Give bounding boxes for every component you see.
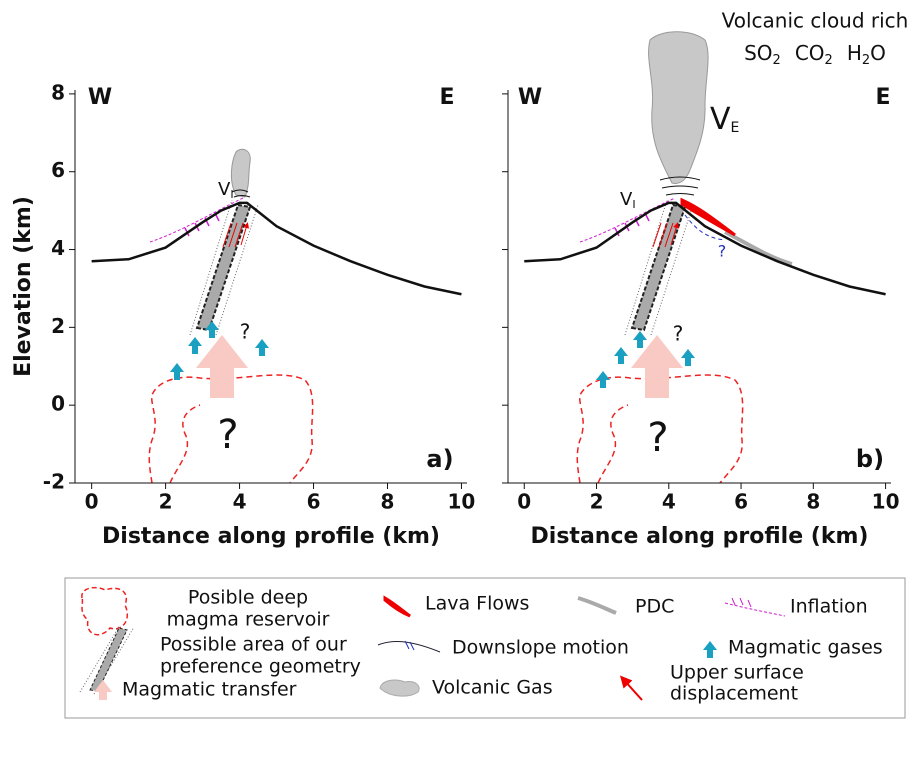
legend-symbol [577,596,617,615]
vent-label: VI [218,179,234,201]
x-tick-label: 4 [233,490,247,514]
panel-a-decor [148,148,314,484]
legend-symbol [404,640,415,651]
conduit-bound [624,199,668,336]
legend-symbol [379,679,420,697]
legend-text: Upper surface [670,662,804,684]
profile-line [91,201,462,296]
inflation [579,197,676,243]
y-tick-label: 0 [51,392,65,416]
legend-text: PDC [635,596,674,618]
legend-text: Magmatic gases [728,637,883,659]
legend-symbol [93,626,135,695]
magmatic-gas [596,371,610,388]
legend-symbol [383,595,411,618]
legend-box [64,577,906,719]
x-tick-label: 10 [448,490,476,514]
east-label: E [875,85,890,110]
x-tick-label: 10 [872,490,900,514]
unknown: ? [240,320,251,344]
x-tick-label: 0 [517,490,531,514]
y-tick-label: 6 [51,158,65,182]
x-tick-label: 8 [806,490,820,514]
cracks [659,176,701,196]
east-label: E [439,85,454,110]
panel-label: a) [426,445,453,473]
x-axis-label: Distance along profile (km) [102,524,440,549]
legend-symbol [619,675,643,701]
legend-symbol [731,597,752,608]
plume-label: VE [710,102,739,137]
lava-flow [680,197,736,237]
profile-line [524,201,886,296]
surface-displacement [222,223,247,248]
y-tick-label: 4 [51,236,65,260]
legend-symbol [94,680,112,700]
x-tick-label: 2 [159,490,173,514]
panel-b-decor [576,31,793,484]
legend-symbol [81,586,129,636]
x-tick-label: 8 [381,490,395,514]
reservoir [169,404,201,484]
legend-text: Magmatic transfer [122,679,297,701]
reservoir [597,404,629,484]
legend-text: Lava Flows [425,593,529,615]
magmatic-gas [681,349,695,366]
y-tick-label: 2 [51,314,65,338]
legend: Posible deep magma reservoir Lava Flows … [64,577,906,719]
reservoir [576,374,744,484]
x-tick-label: 2 [590,490,604,514]
x-tick-label: 6 [734,490,748,514]
cloud-gases: SO2 CO2 H2O [744,41,886,68]
legend-text: preference geometry [160,656,361,678]
conduit-bound [189,199,233,336]
inflation [149,197,244,243]
unknown: ? [673,322,684,346]
gas-plume [648,31,709,184]
magmatic-transfer [196,335,248,398]
cracks [231,189,251,198]
legend-text: Inflation [790,596,868,618]
cloud-title: Volcanic cloud rich [722,9,909,33]
legend-text: Possible area of our [160,634,347,656]
unknown: ? [718,242,727,261]
legend-text: displacement [670,683,798,705]
magmatic-gas [614,347,628,364]
gas-plume [230,148,251,198]
legend-symbol [79,624,121,693]
legend-text: magma reservoir [167,609,330,631]
legend-text: Volcanic Gas [432,677,553,699]
panel-label: b) [856,445,884,473]
magmatic-gas [255,339,269,356]
downslope [684,214,726,241]
y-tick-label: -2 [43,470,65,494]
west-label: W [518,85,542,110]
magmatic-gas [188,337,202,354]
unknown: ? [217,412,238,458]
x-tick-label: 6 [307,490,321,514]
surface-displacement [652,223,677,248]
vent-label: VI [620,189,636,211]
west-label: W [88,85,112,110]
pdc [724,230,793,266]
y-tick-label: 8 [51,80,65,104]
magmatic-transfer [631,335,683,398]
x-tick-label: 4 [662,490,676,514]
legend-text: Posible deep [188,587,308,609]
legend-text: Downslope motion [452,637,629,659]
x-axis-label: Distance along profile (km) [531,524,869,549]
x-tick-label: 0 [85,490,99,514]
unknown: ? [647,415,668,461]
conduit [195,203,252,332]
y-axis-label: Elevation (km) [11,196,36,377]
magmatic-gas [633,331,647,348]
legend-symbol [724,602,786,617]
